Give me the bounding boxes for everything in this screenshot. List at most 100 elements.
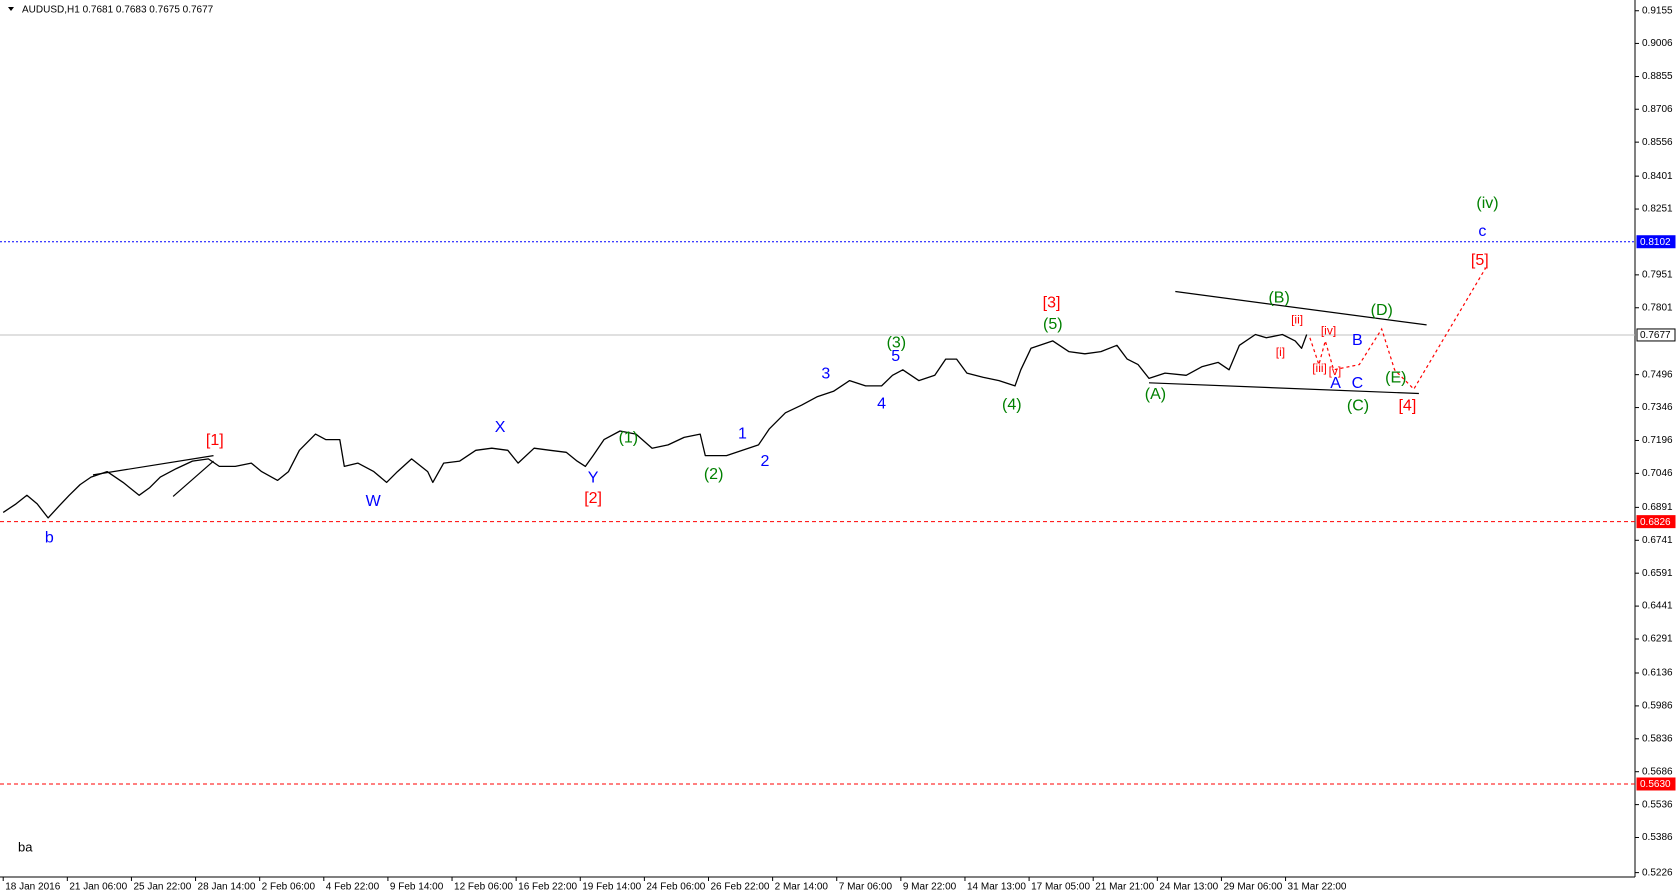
wave-label: W xyxy=(366,493,382,510)
x-tick-label: 12 Feb 06:00 xyxy=(454,882,513,893)
wave-label: 5 xyxy=(891,348,900,365)
level-label-box xyxy=(1636,777,1676,791)
trend-line xyxy=(1175,290,1427,326)
x-tick-label: 18 Jan 2016 xyxy=(5,882,60,893)
wave-label: [4] xyxy=(1398,397,1416,414)
wave-label: [iii] xyxy=(1312,361,1327,375)
y-tick-label: 0.8251 xyxy=(1642,204,1673,215)
y-tick-label: 0.6291 xyxy=(1642,634,1673,645)
wave-label: 4 xyxy=(877,395,886,412)
wave-label: (D) xyxy=(1371,302,1393,319)
x-tick-label: 24 Feb 06:00 xyxy=(646,882,705,893)
x-tick-label: 28 Jan 14:00 xyxy=(198,882,256,893)
y-tick-label: 0.5686 xyxy=(1642,766,1673,777)
x-tick-label: 7 Mar 06:00 xyxy=(839,882,893,893)
y-tick-label: 0.5386 xyxy=(1642,832,1673,843)
y-tick-label: 0.7801 xyxy=(1642,302,1673,313)
level-label-box xyxy=(1636,515,1676,529)
y-tick-label: 0.6591 xyxy=(1642,568,1673,579)
y-tick-label: 0.5226 xyxy=(1642,867,1673,878)
y-tick-label: 0.8401 xyxy=(1642,171,1673,182)
projection-line xyxy=(1309,267,1487,391)
y-tick-label: 0.7046 xyxy=(1642,468,1673,479)
x-tick-label: 16 Feb 22:00 xyxy=(518,882,577,893)
y-tick-label: 0.6741 xyxy=(1642,535,1673,546)
y-tick-label: 0.8556 xyxy=(1642,137,1673,148)
wave-label: X xyxy=(495,419,506,436)
chart-title: AUDUSD,H1 0.7681 0.7683 0.7675 0.7677 xyxy=(22,5,214,16)
y-tick-label: 0.9006 xyxy=(1642,38,1673,49)
wave-label: 3 xyxy=(821,365,830,382)
y-tick-label: 0.5986 xyxy=(1642,701,1673,712)
wave-label: [1] xyxy=(206,432,224,449)
x-tick-label: 31 Mar 22:00 xyxy=(1288,882,1347,893)
wave-label: (iv) xyxy=(1476,195,1498,212)
wave-label: [v] xyxy=(1329,364,1342,378)
y-tick-label: 0.8855 xyxy=(1642,71,1673,82)
y-tick-label: 0.9155 xyxy=(1642,5,1673,16)
wave-label: (3) xyxy=(887,334,907,351)
trend-line xyxy=(92,455,214,476)
footer-label: ba xyxy=(18,839,33,854)
y-tick-label: 0.7496 xyxy=(1642,369,1673,380)
x-tick-label: 21 Mar 21:00 xyxy=(1095,882,1154,893)
y-tick-label: 0.5536 xyxy=(1642,799,1673,810)
wave-label: B xyxy=(1352,332,1363,349)
wave-label: [ii] xyxy=(1291,313,1303,327)
x-tick-label: 2 Feb 06:00 xyxy=(262,882,316,893)
wave-label: (E) xyxy=(1385,370,1406,387)
x-tick-label: 4 Feb 22:00 xyxy=(326,882,380,893)
x-tick-label: 14 Mar 13:00 xyxy=(967,882,1026,893)
y-tick-label: 0.7951 xyxy=(1642,269,1673,280)
wave-label: (C) xyxy=(1347,397,1369,414)
wave-label: [5] xyxy=(1471,252,1489,269)
x-tick-label: 26 Feb 22:00 xyxy=(711,882,770,893)
level-label: 0.6826 xyxy=(1640,517,1671,528)
y-tick-label: 0.7346 xyxy=(1642,402,1673,413)
y-tick-label: 0.8706 xyxy=(1642,104,1673,115)
x-tick-label: 9 Mar 22:00 xyxy=(903,882,957,893)
wave-label: [i] xyxy=(1276,345,1285,359)
x-tick-label: 19 Feb 14:00 xyxy=(582,882,641,893)
wave-label: (2) xyxy=(704,466,724,483)
level-label-box xyxy=(1636,328,1676,342)
price-line xyxy=(2,333,1308,519)
y-tick-label: 0.7196 xyxy=(1642,435,1673,446)
y-tick-label: 0.6441 xyxy=(1642,601,1673,612)
wave-label: (A) xyxy=(1145,386,1166,403)
wave-label: C xyxy=(1352,375,1364,392)
x-tick-label: 17 Mar 05:00 xyxy=(1031,882,1090,893)
x-tick-label: 9 Feb 14:00 xyxy=(390,882,444,893)
x-tick-label: 29 Mar 06:00 xyxy=(1223,882,1282,893)
wave-label: c xyxy=(1478,223,1486,240)
menu-arrow xyxy=(8,7,14,11)
wave-label: [2] xyxy=(584,490,602,507)
trend-line xyxy=(172,460,214,497)
wave-label: [iv] xyxy=(1321,323,1336,337)
y-tick-label: 0.6891 xyxy=(1642,502,1673,513)
level-label-box xyxy=(1636,235,1676,249)
wave-label: 1 xyxy=(738,425,747,442)
level-label: 0.7677 xyxy=(1640,330,1671,341)
trend-line xyxy=(1148,382,1419,395)
wave-label: (1) xyxy=(619,430,639,447)
level-label: 0.5630 xyxy=(1640,779,1671,790)
x-tick-label: 24 Mar 13:00 xyxy=(1159,882,1218,893)
wave-label: A xyxy=(1330,375,1341,392)
wave-label: 2 xyxy=(760,453,769,470)
wave-label: [3] xyxy=(1043,295,1061,312)
wave-label: (B) xyxy=(1268,289,1289,306)
wave-label: (4) xyxy=(1002,396,1022,413)
wave-label: b xyxy=(45,529,54,546)
wave-label: (5) xyxy=(1043,316,1063,333)
y-tick-label: 0.6136 xyxy=(1642,668,1673,679)
y-tick-label: 0.5836 xyxy=(1642,733,1673,744)
x-tick-label: 25 Jan 22:00 xyxy=(133,882,191,893)
x-tick-label: 2 Mar 14:00 xyxy=(775,882,829,893)
level-label: 0.8102 xyxy=(1640,237,1671,248)
wave-label: Y xyxy=(588,469,599,486)
x-tick-label: 21 Jan 06:00 xyxy=(69,882,127,893)
